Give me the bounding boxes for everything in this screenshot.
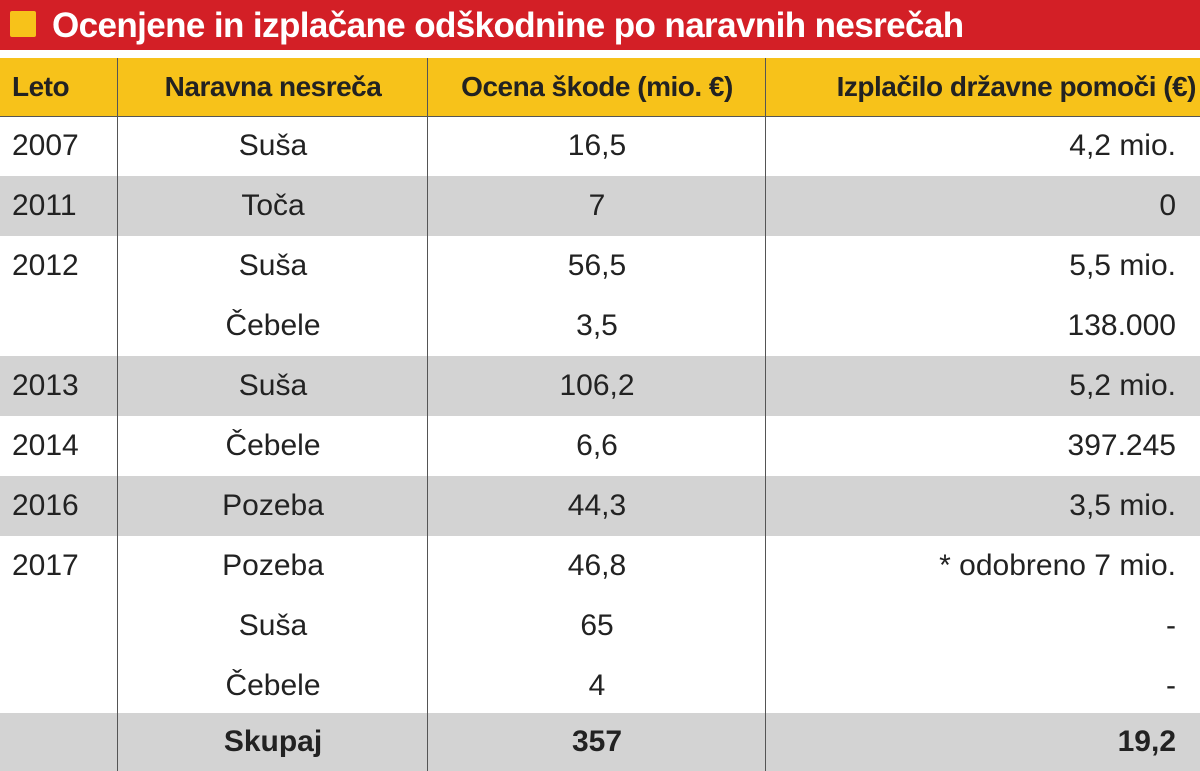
column-divider <box>117 58 118 771</box>
cell-disaster: Pozeba <box>222 489 324 522</box>
total-row: Skupaj 357 19,2 <box>0 713 1200 771</box>
cell-year: 2014 <box>12 429 79 462</box>
table-row: 2012 Suša 56,5 5,5 mio. <box>0 236 1200 296</box>
cell-disaster: Suša <box>238 369 308 402</box>
cell-damage: 106,2 <box>559 369 635 402</box>
page-title: Ocenjene in izplačane odškodnine po nara… <box>52 6 964 45</box>
cell-payout: - <box>1166 609 1176 642</box>
table-row: 2011 Toča 7 0 <box>0 176 1200 236</box>
title-square-icon <box>10 11 36 37</box>
cell-year: 2011 <box>12 189 77 222</box>
cell-payout: 3,5 mio. <box>1069 489 1176 522</box>
header-year: Leto <box>12 71 70 102</box>
cell-payout: 5,5 mio. <box>1069 249 1176 282</box>
cell-payout: 397.245 <box>1067 429 1176 462</box>
total-damage: 357 <box>571 725 623 758</box>
cell-year: 2017 <box>12 549 79 582</box>
cell-disaster: Čebele <box>225 429 321 462</box>
cell-payout: - <box>1166 669 1176 702</box>
cell-payout: 4,2 mio. <box>1069 129 1176 162</box>
column-divider <box>427 58 428 771</box>
table-row: 2014 Čebele 6,6 397.245 <box>0 416 1200 476</box>
table-row: 2013 Suša 106,2 5,2 mio. <box>0 356 1200 416</box>
cell-disaster: Suša <box>238 249 308 282</box>
table-header: Leto Naravna nesreča Ocena škode (mio. €… <box>0 58 1200 116</box>
table-row: 2017 Pozeba 46,8 * odobreno 7 mio. <box>0 536 1200 596</box>
cell-year: 2012 <box>12 249 79 282</box>
cell-payout: 138.000 <box>1067 309 1176 342</box>
cell-disaster: Čebele <box>225 669 321 702</box>
cell-damage: 46,8 <box>567 549 627 582</box>
cell-damage: 16,5 <box>567 129 627 162</box>
cell-damage: 6,6 <box>576 429 618 462</box>
column-divider <box>765 58 766 771</box>
header-payout: Izplačilo državne pomoči (€) <box>836 71 1197 102</box>
cell-damage: 56,5 <box>567 249 627 282</box>
cell-year: 2013 <box>12 369 79 402</box>
total-label: Skupaj <box>223 725 323 758</box>
header-divider <box>0 116 1200 117</box>
cell-disaster: Toča <box>241 189 305 222</box>
cell-damage: 3,5 <box>576 309 618 342</box>
cell-disaster: Suša <box>238 129 308 162</box>
table-row: Suša 65 - <box>0 596 1200 656</box>
cell-payout: 5,2 mio. <box>1069 369 1176 402</box>
cell-disaster: Čebele <box>225 309 321 342</box>
cell-damage: 4 <box>588 669 606 702</box>
total-payout: 19,2 <box>1117 725 1176 758</box>
header-damage: Ocena škode (mio. €) <box>461 71 733 102</box>
table-row: 2016 Pozeba 44,3 3,5 mio. <box>0 476 1200 536</box>
cell-damage: 7 <box>588 189 606 222</box>
cell-year: 2007 <box>12 129 79 162</box>
cell-disaster: Suša <box>238 609 308 642</box>
cell-year: 2016 <box>12 489 79 522</box>
cell-damage: 44,3 <box>567 489 627 522</box>
cell-disaster: Pozeba <box>222 549 324 582</box>
cell-payout: 0 <box>1159 189 1176 222</box>
cell-damage: 65 <box>580 609 614 642</box>
title-bar: Ocenjene in izplačane odškodnine po nara… <box>0 0 1200 50</box>
cell-payout: * odobreno 7 mio. <box>939 549 1176 582</box>
header-disaster: Naravna nesreča <box>164 71 382 102</box>
table-row: Čebele 3,5 138.000 <box>0 296 1200 356</box>
table-row: 2007 Suša 16,5 4,2 mio. <box>0 116 1200 176</box>
table-row: Čebele 4 - <box>0 656 1200 716</box>
